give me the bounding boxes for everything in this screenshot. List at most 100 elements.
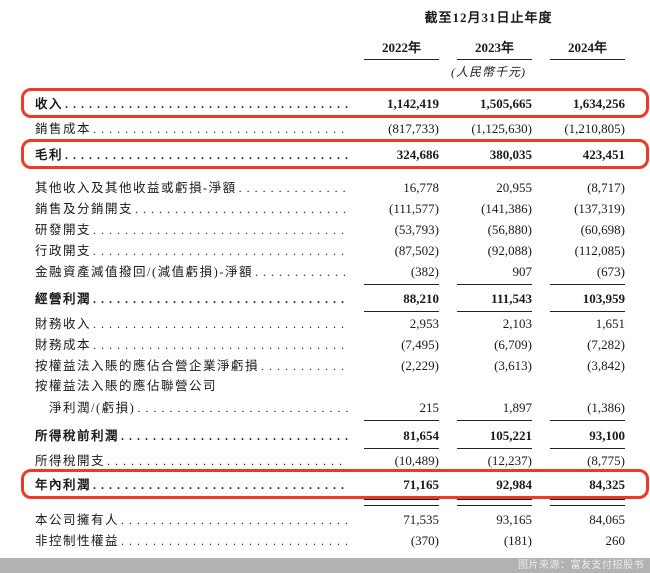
column-header-2023: 2023年 <box>457 37 532 60</box>
unit-spacer <box>35 63 352 80</box>
value-2023: 907 <box>457 261 532 285</box>
value-2022: (2,229) <box>401 358 439 373</box>
dot-leader <box>137 398 348 419</box>
value-2022: (382) <box>364 261 439 285</box>
value-2022: 81,654 <box>364 425 439 449</box>
value-2024: (7,282) <box>587 337 625 352</box>
row-label: 銷售及分銷開支 <box>35 202 134 216</box>
row-label: 金融資產減值撥回/(減值虧損)-淨額 <box>35 265 253 279</box>
value-2024: (8,717) <box>587 180 625 195</box>
value-2023: 105,221 <box>457 425 532 449</box>
dot-leader <box>121 426 348 447</box>
dot-leader <box>65 145 348 166</box>
value-2024: (3,842) <box>587 358 625 373</box>
value-2024: (60,698) <box>580 222 625 237</box>
table-row-jv-share-of-loss: 按權益法入賬的應佔合營企業淨虧損 (2,229) (3,613) (3,842) <box>35 355 625 376</box>
table-row-other-income: 其他收入及其他收益或虧損-淨額 16,778 20,955 (8,717) <box>35 177 625 198</box>
value-2023: (56,880) <box>487 222 532 237</box>
table-row-impairment-reversal: 金融資產減值撥回/(減值虧損)-淨額 (382) 907 (673) <box>35 261 625 285</box>
value-2022: 71,535 <box>403 512 439 527</box>
dot-leader <box>121 510 348 531</box>
value-2024: (1,386) <box>550 397 625 421</box>
value-2022: 324,686 <box>364 144 439 168</box>
dot-leader <box>239 178 348 199</box>
row-label: 研發開支 <box>35 223 92 237</box>
row-label: 按權益法入賬的應佔合營企業淨虧損 <box>35 359 260 373</box>
value-2022: (10,489) <box>394 453 439 468</box>
value-2023: 92,984 <box>457 474 532 506</box>
dot-leader <box>107 451 348 472</box>
value-2022: (817,733) <box>364 118 439 142</box>
value-2024: 103,959 <box>550 288 625 312</box>
value-2022: 71,165 <box>364 474 439 506</box>
table-row-rd-expenses: 研發開支 (53,793) (56,880) (60,698) <box>35 219 625 240</box>
table-row-revenue-highlighted: 收入 1,142,419 1,505,665 1,634,256 <box>21 88 649 118</box>
dot-leader <box>93 335 348 356</box>
table-row-associates-net-profit-loss: 淨利潤/(虧損) 215 1,897 (1,386) <box>35 397 625 421</box>
table-row-finance-income: 財務收入 2,953 2,103 1,651 <box>35 313 625 334</box>
row-label: 其他收入及其他收益或虧損-淨額 <box>35 181 237 195</box>
value-2024: (112,085) <box>574 243 625 258</box>
row-label: 非控制性權益 <box>35 534 120 548</box>
value-2024: 423,451 <box>550 144 625 168</box>
value-2023: 2,103 <box>502 316 532 331</box>
value-2023: 1,897 <box>457 397 532 421</box>
image-source-bar: 图片来源：富友支付招股书 <box>0 558 650 573</box>
value-2023: (92,088) <box>487 243 532 258</box>
table-row-non-controlling-interests: 非控制性權益 (370) (181) 260 <box>35 530 625 551</box>
value-2022: (53,793) <box>394 222 439 237</box>
value-2024: 1,651 <box>595 316 625 331</box>
table-row-associates-caption: 按權益法入賬的應佔聯營公司 <box>35 376 625 397</box>
value-2024: 84,325 <box>550 474 625 506</box>
row-label: 年內利潤 <box>35 478 92 492</box>
column-header-2022: 2022年 <box>364 37 439 60</box>
row-label: 行政開支 <box>35 244 92 258</box>
dot-leader <box>121 531 348 552</box>
dot-leader <box>93 314 348 335</box>
year-header-row: 2022年 2023年 2024年 <box>35 37 625 60</box>
value-2022: 16,778 <box>403 180 439 195</box>
unit-note-row: (人民幣千元) <box>35 63 625 80</box>
row-label: 本公司擁有人 <box>35 513 120 527</box>
image-source-text: 图片来源：富友支付招股书 <box>518 560 644 571</box>
value-2024: (8,775) <box>587 453 625 468</box>
table-row-profit-before-tax: 所得稅前利潤 81,654 105,221 93,100 <box>35 425 625 449</box>
period-title: 截至12月31日止年度 <box>424 10 553 25</box>
table-row-income-tax-expense: 所得稅開支 (10,489) (12,237) (8,775) <box>35 450 625 471</box>
dot-leader <box>93 220 348 241</box>
value-2022: 1,142,419 <box>387 96 439 111</box>
value-2024: (1,210,805) <box>550 118 625 142</box>
currency-unit-note: (人民幣千元) <box>451 65 526 79</box>
value-2024: 93,100 <box>550 425 625 449</box>
value-2024: 84,065 <box>589 512 625 527</box>
value-2023: (1,125,630) <box>457 118 532 142</box>
dot-leader <box>93 119 348 140</box>
value-2023: (141,386) <box>481 201 532 216</box>
value-2022: 88,210 <box>364 288 439 312</box>
dot-leader <box>261 356 348 377</box>
row-label: 財務成本 <box>35 338 92 352</box>
value-2022: 215 <box>364 397 439 421</box>
table-row-finance-costs: 財務成本 (7,495) (6,709) (7,282) <box>35 334 625 355</box>
row-label: 所得稅開支 <box>35 454 106 468</box>
table-row-cost-of-sales: 銷售成本 (817,733) (1,125,630) (1,210,805) <box>35 118 625 142</box>
value-2023: (3,613) <box>494 358 532 373</box>
value-2024: 1,634,256 <box>573 96 625 111</box>
value-2022: 2,953 <box>409 316 439 331</box>
value-2022: (7,495) <box>401 337 439 352</box>
row-label: 經營利潤 <box>35 292 92 306</box>
column-header-2024: 2024年 <box>550 37 625 60</box>
value-2022: (111,577) <box>389 201 439 216</box>
table-row-operating-profit: 經營利潤 88,210 111,543 103,959 <box>35 288 625 312</box>
table-row-admin-expenses: 行政開支 (87,502) (92,088) (112,085) <box>35 240 625 261</box>
value-2023: (6,709) <box>494 337 532 352</box>
dot-leader <box>93 289 348 310</box>
row-label: 財務收入 <box>35 317 92 331</box>
value-2023: 380,035 <box>457 144 532 168</box>
value-2023: 111,543 <box>457 288 532 312</box>
value-2022: (370) <box>410 533 439 548</box>
row-label: 收入 <box>35 97 64 111</box>
row-label: 按權益法入賬的應佔聯營公司 <box>35 379 218 393</box>
dot-leader <box>65 94 348 115</box>
